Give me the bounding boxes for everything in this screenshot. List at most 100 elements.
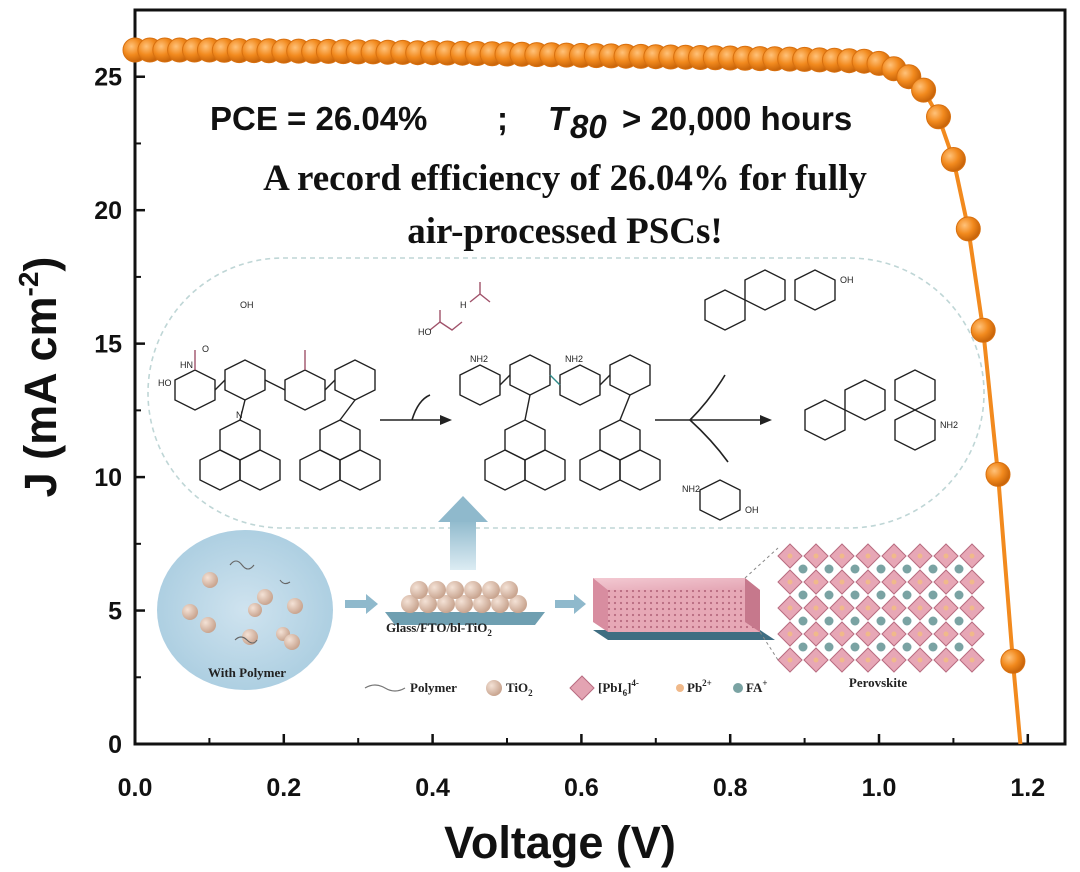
x-tick-labels: 0.0 0.2 0.4 0.6 0.8 1.0 1.2 [118, 774, 1046, 802]
fa-cation [928, 564, 938, 574]
headline: PCE = 26.04% ; T 80 > 20,000 hours A rec… [210, 100, 867, 252]
jv-data-point [1000, 648, 1026, 674]
y-tick-label: 10 [94, 464, 122, 492]
legend-fa: FA+ [746, 678, 768, 695]
jv-data-point [955, 216, 981, 242]
pb-ion [813, 579, 819, 585]
jv-data-point [940, 147, 966, 172]
fa-cation [850, 642, 860, 652]
fa-cation [798, 590, 808, 600]
chem-label-o: O [202, 344, 209, 354]
step-substrate: Glass/FTO/bl-TiO2 [385, 581, 545, 638]
plot-frame [133, 8, 1067, 746]
reaction-arrow-1 [380, 394, 452, 425]
step-polymer-solution: With Polymer [157, 530, 333, 690]
record-line-2: air-processed PSCs! [407, 211, 723, 252]
x-tick-label: 0.4 [415, 774, 450, 802]
fa-cation [928, 616, 938, 626]
chem-label-oh-2: OH [840, 275, 854, 285]
jv-data-point [926, 104, 951, 130]
tio2-legend-icon [486, 680, 502, 696]
pb-legend-icon [676, 684, 684, 692]
x-tick-label: 0.8 [713, 774, 748, 802]
t80-value: > 20,000 hours [622, 100, 852, 137]
legend-tio2: TiO2 [506, 680, 533, 698]
fa-cation [954, 590, 964, 600]
fa-cation [876, 616, 886, 626]
pb-ion [917, 579, 923, 585]
fa-cation [850, 590, 860, 600]
y-tick-label: 20 [94, 197, 122, 225]
pb-ion [865, 553, 871, 559]
step-arrows [345, 594, 586, 614]
chem-label-nh2-b: NH2 [565, 354, 583, 364]
axis-ticks [133, 75, 1030, 746]
pb-ion [839, 657, 845, 663]
step-polymer-label: With Polymer [208, 665, 286, 680]
fa-cation [902, 590, 912, 600]
y-tick-label: 0 [108, 731, 122, 759]
y-tick-label: 15 [94, 331, 122, 359]
pb-ion [969, 657, 975, 663]
byproduct-molecules [429, 282, 491, 331]
legend-polymer: Polymer [410, 680, 457, 695]
pb-ion [943, 553, 949, 559]
chem-label-oh-3: OH [745, 505, 759, 515]
pb-ion [969, 553, 975, 559]
pb-ion [813, 631, 819, 637]
fa-cation [824, 590, 834, 600]
pb-ion [917, 553, 923, 559]
chem-label-n: N [236, 410, 243, 420]
pb-ion [865, 657, 871, 663]
x-tick-label: 0.0 [118, 774, 153, 802]
y-axis-title: J (mA cm-2) [13, 257, 66, 498]
chem-label-oh: OH [240, 300, 254, 310]
t80-subscript: 80 [570, 108, 607, 145]
fa-cation [902, 616, 912, 626]
pb-ion [839, 605, 845, 611]
pb-ion [813, 553, 819, 559]
step-perovskite-film [593, 578, 775, 640]
chem-label-h: H [460, 300, 467, 310]
pb-ion [943, 605, 949, 611]
legend-pbi6: [PbI6]4- [598, 678, 639, 698]
pb-ion [865, 631, 871, 637]
pb-ion [891, 657, 897, 663]
substrate-spheres [401, 581, 527, 613]
t80-symbol: T [548, 100, 571, 137]
fa-cation [954, 616, 964, 626]
y-tick-label: 25 [94, 64, 122, 92]
chem-label-nh2-c: NH2 [940, 420, 958, 430]
pb-ion [891, 579, 897, 585]
pb-ion [839, 579, 845, 585]
pb-ion [865, 579, 871, 585]
molecule-polymer-middle [459, 354, 661, 491]
x-tick-label: 0.6 [564, 774, 599, 802]
fa-cation [850, 564, 860, 574]
pb-ion [917, 657, 923, 663]
x-tick-label: 0.2 [266, 774, 301, 802]
fa-cation [954, 642, 964, 652]
y-axis-title-sup: -2 [13, 272, 44, 297]
fa-cation [798, 642, 808, 652]
perovskite-label: Perovskite [849, 675, 907, 690]
pb-ion [917, 631, 923, 637]
fa-cation [798, 616, 808, 626]
pb-ion [891, 553, 897, 559]
chem-label-nh2-d: NH2 [682, 484, 700, 494]
fa-cation [876, 642, 886, 652]
pb-ion [787, 631, 793, 637]
fa-cation [798, 564, 808, 574]
chem-label-hn: HN [180, 360, 193, 370]
jv-data-point [911, 77, 937, 103]
fa-cation [902, 642, 912, 652]
fa-cation [902, 564, 912, 574]
x-tick-label: 1.0 [862, 774, 897, 802]
legend-pb: Pb2+ [687, 678, 712, 695]
zoom-lines [744, 547, 779, 661]
pb-ion [787, 553, 793, 559]
fa-legend-icon [733, 683, 743, 693]
chem-label-nh2-a: NH2 [470, 354, 488, 364]
pb-ion [943, 631, 949, 637]
product-molecules [699, 269, 936, 521]
